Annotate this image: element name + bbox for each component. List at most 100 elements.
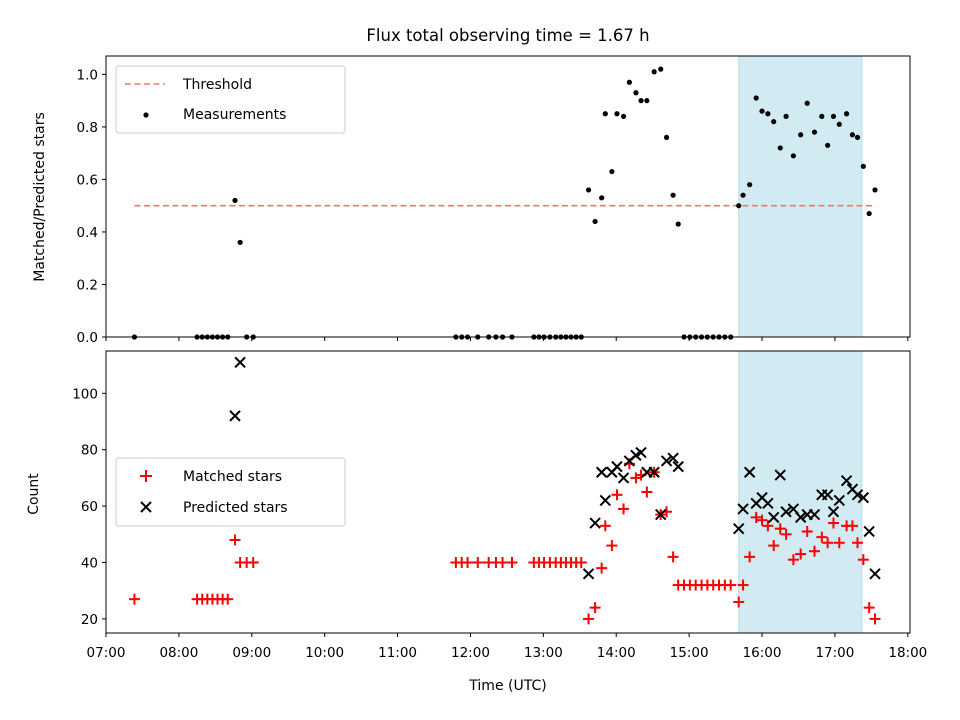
measurement-point [849, 132, 856, 138]
top-ytick-label: 0.0 [77, 330, 98, 346]
bottom-ytick-label: 100 [72, 386, 98, 402]
measurement-point [771, 119, 777, 125]
matched-star-marker [833, 537, 845, 549]
bottom-ytick-label: 80 [81, 443, 98, 459]
measurement-point [651, 69, 657, 75]
xtick-label: 12:00 [451, 645, 490, 661]
matched-star-marker [641, 486, 653, 498]
matched-star-marker [795, 548, 807, 560]
measurement-point [804, 100, 810, 106]
measurement-point [759, 108, 765, 114]
predicted-star-marker [589, 517, 601, 529]
matched-star-marker [774, 523, 786, 535]
measurement-point [658, 66, 664, 72]
matched-star-marker [497, 557, 509, 568]
measurement-point [633, 90, 639, 96]
xtick-label: 17:00 [815, 645, 854, 661]
matched-star-marker [827, 517, 839, 529]
measurement-point [753, 95, 759, 101]
legend-measurements-swatch [143, 112, 149, 118]
measurement-point [585, 187, 592, 193]
predicted-star-marker [667, 452, 679, 464]
bottom-panel: 20 40 60 80 100 07:00 08:00 09:00 10:00 11:00 12:… [26, 350, 927, 694]
measurement-point [638, 98, 644, 104]
xtick-label: 13:00 [524, 645, 563, 661]
matched-star-marker [229, 534, 241, 546]
matched-stars-series [128, 458, 881, 625]
measurement-point [825, 142, 831, 148]
predicted-star-marker [229, 410, 241, 422]
matched-star-marker [750, 511, 762, 523]
measurement-point [620, 113, 627, 120]
matched-star-marker [737, 579, 749, 591]
matched-star-marker [801, 525, 813, 537]
predicted-star-marker [857, 491, 870, 504]
predicted-star-marker [794, 511, 807, 524]
measurement-point [644, 98, 650, 104]
measurement-point [860, 163, 866, 169]
xtick-label: 11:00 [378, 645, 417, 661]
matched-star-marker [128, 593, 140, 605]
measurement-point [798, 132, 804, 138]
predicted-star-marker [599, 494, 612, 507]
matched-star-marker [822, 537, 834, 549]
top-y-ticks: 0.0 0.2 0.4 0.6 0.8 1.0 [77, 67, 106, 346]
legend-predicted-label: Predicted stars [183, 500, 288, 516]
xtick-label: 18:00 [888, 645, 927, 661]
matched-star-marker [852, 537, 864, 549]
measurement-point [232, 197, 238, 204]
measurement-point [843, 111, 850, 117]
bottom-ytick-label: 60 [81, 499, 98, 515]
measurement-point [854, 134, 861, 141]
top-legend: Threshold Measurements [115, 65, 346, 134]
predicted-stars-series [229, 356, 881, 580]
xtick-label: 14:00 [597, 645, 636, 661]
predicted-star-marker [648, 466, 660, 478]
top-panel: Flux total observing time = 1.67 h 0.0 0.… [32, 26, 911, 346]
chart-title: Flux total observing time = 1.67 h [366, 26, 649, 45]
bottom-legend: Matched stars Predicted stars [115, 457, 346, 527]
measurement-point [599, 195, 605, 201]
measurement-point [626, 79, 632, 85]
predicted-star-marker [655, 508, 667, 521]
measurement-point [836, 121, 842, 127]
matched-star-marker [667, 551, 679, 563]
matched-star-marker [506, 557, 518, 568]
measurement-point [783, 113, 789, 120]
predicted-star-marker [660, 455, 673, 467]
predicted-star-marker [808, 508, 821, 521]
matched-star-marker [768, 540, 780, 552]
predicted-star-marker [732, 522, 745, 535]
bottom-y-axis-label: Count [26, 473, 42, 515]
measurement-point [592, 218, 598, 225]
matched-star-marker [618, 503, 630, 515]
measurement-point [819, 113, 825, 120]
predicted-star-marker [762, 497, 774, 509]
matched-star-marker [472, 557, 484, 568]
predicted-star-marker [827, 506, 840, 518]
matched-star-marker [611, 489, 623, 501]
predicted-star-marker [774, 469, 786, 481]
predicted-star-marker [821, 489, 834, 501]
matched-star-marker [846, 520, 858, 532]
bottom-axes-frame [105, 350, 911, 634]
measurement-point [811, 129, 818, 135]
matched-star-marker [809, 545, 821, 557]
matched-star-marker [857, 554, 869, 566]
top-ytick-label: 0.2 [77, 277, 98, 293]
top-highlight-span [738, 55, 863, 338]
matched-star-marker [606, 540, 618, 552]
xtick-label: 09:00 [232, 645, 271, 661]
matched-star-marker [247, 557, 259, 568]
matched-star-marker [222, 593, 234, 605]
measurement-point [765, 111, 771, 117]
predicted-star-marker [234, 356, 246, 368]
measurement-point [675, 221, 681, 227]
top-legend-box [115, 65, 346, 134]
top-ytick-label: 0.8 [77, 120, 98, 136]
measurement-point [747, 182, 753, 188]
matched-star-marker [744, 551, 756, 563]
measurement-point [237, 239, 243, 246]
top-axes-frame [105, 55, 911, 338]
